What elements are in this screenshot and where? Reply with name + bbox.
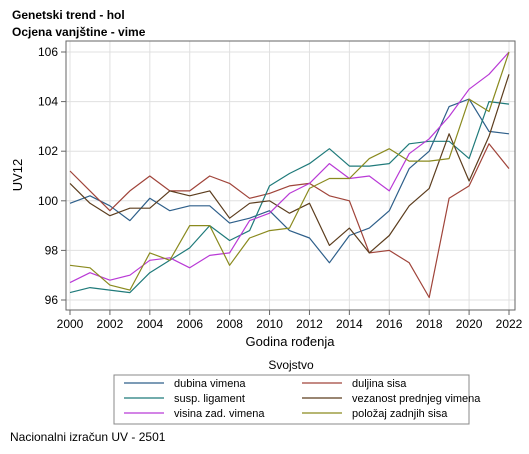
series-line-dubina-vimena xyxy=(69,98,510,264)
footnote: Nacionalni izračun UV - 2501 xyxy=(10,430,166,444)
chart-title-line-2: Ocjena vanjštine - vime xyxy=(12,25,146,39)
series-line-duljina-sisa xyxy=(69,143,510,299)
legend-label: dubina vimena xyxy=(174,378,246,390)
x-tick-label: 2012 xyxy=(296,317,323,331)
plot-area xyxy=(66,41,515,310)
legend-label: duljina sisa xyxy=(352,378,407,390)
x-tick-label: 2020 xyxy=(456,317,483,331)
x-tick-label: 2018 xyxy=(416,317,443,331)
legend: dubina vimena duljina sisa susp. ligament v… xyxy=(124,378,481,420)
legend-title: Svojstvo xyxy=(268,358,314,372)
series-line-polo-aj-zadnjih-sisa xyxy=(69,51,510,291)
x-tick-label: 2002 xyxy=(97,317,124,331)
plot-frame xyxy=(65,40,516,311)
y-tick-label: 98 xyxy=(45,243,59,257)
legend-label: susp. ligament xyxy=(174,393,245,405)
x-axis-label: Godina rođenja xyxy=(246,334,336,349)
x-tick-label: 2010 xyxy=(256,317,283,331)
y-tick-label: 102 xyxy=(38,144,58,158)
x-tick-label: 2022 xyxy=(496,317,523,331)
x-tick-label: 2016 xyxy=(376,317,403,331)
y-tick-label: 106 xyxy=(38,45,58,59)
x-tick-label: 2004 xyxy=(136,317,163,331)
series-line-vezanost-prednjeg-vimena xyxy=(69,74,510,254)
grid xyxy=(66,41,515,310)
legend-box xyxy=(113,374,470,425)
x-tick-label: 2006 xyxy=(176,317,203,331)
axis-ticks: 2000 2002 2004 2006 2008 2010 2012 2014 2016 2018… xyxy=(38,45,523,331)
x-tick-label: 2008 xyxy=(216,317,243,331)
y-tick-label: 100 xyxy=(38,194,58,208)
series-line-susp-ligament xyxy=(69,100,510,294)
legend-label: položaj zadnjih sisa xyxy=(352,408,448,420)
y-tick-label: 104 xyxy=(38,95,58,109)
y-axis-label: UV12 xyxy=(10,159,25,192)
series-lines xyxy=(69,51,510,299)
x-tick-label: 2014 xyxy=(336,317,363,331)
legend-label: vezanost prednjeg vimena xyxy=(352,393,481,405)
y-tick-label: 96 xyxy=(45,293,59,307)
x-tick-label: 2000 xyxy=(57,317,84,331)
chart-title-line-1: Genetski trend - hol xyxy=(12,8,125,22)
legend-label: visina zad. vimena xyxy=(174,408,265,420)
